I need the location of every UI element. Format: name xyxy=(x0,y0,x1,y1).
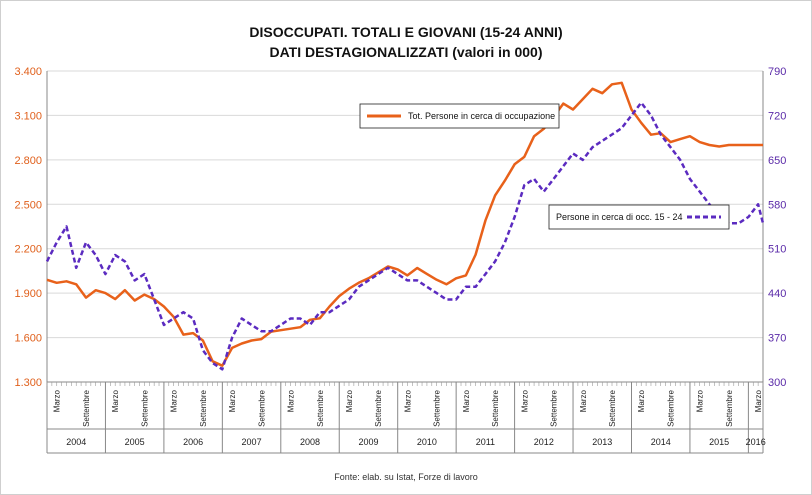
left-tick-label: 1.300 xyxy=(14,377,42,389)
year-label: 2011 xyxy=(476,437,495,447)
month-label: Settembre xyxy=(374,389,383,426)
month-label: Marzo xyxy=(53,389,62,412)
right-tick-label: 790 xyxy=(768,66,786,78)
month-label: Settembre xyxy=(725,389,734,426)
right-tick-label: 440 xyxy=(768,288,786,300)
month-label: Settembre xyxy=(491,389,500,426)
year-label: 2014 xyxy=(651,437,671,447)
left-tick-label: 2.200 xyxy=(14,244,42,256)
left-tick-label: 1.600 xyxy=(14,333,42,345)
year-label: 2012 xyxy=(534,437,554,447)
month-label: Settembre xyxy=(666,389,675,426)
month-label: Marzo xyxy=(170,389,179,412)
right-tick-label: 720 xyxy=(768,110,786,122)
month-label: Marzo xyxy=(403,389,412,412)
left-tick-label: 3.400 xyxy=(14,66,42,78)
month-label: Settembre xyxy=(140,389,149,426)
month-label: Marzo xyxy=(345,389,354,412)
right-tick-label: 580 xyxy=(768,199,786,211)
source-note: Fonte: elab. su Istat, Forze di lavoro xyxy=(334,472,478,482)
month-label: Settembre xyxy=(433,389,442,426)
right-axis-ticks: 300 370 440 510 580 650 720 790 xyxy=(768,66,786,389)
right-tick-label: 370 xyxy=(768,333,786,345)
month-label: Settembre xyxy=(608,389,617,426)
chart-subtitle: DATI DESTAGIONALIZZATI (valori in 000) xyxy=(269,44,542,60)
chart-title: DISOCCUPATI. TOTALI E GIOVANI (15-24 ANN… xyxy=(249,24,562,40)
right-tick-label: 510 xyxy=(768,244,786,256)
x-axis: 2004 2005 2006 2007 2008 2009 2010 2011 2012 2013… xyxy=(46,71,766,454)
month-label: Marzo xyxy=(579,389,588,412)
legend-total: Tot. Persone in cerca di occupazione xyxy=(359,103,560,129)
year-label: 2015 xyxy=(709,437,729,447)
year-label: 2004 xyxy=(66,437,86,447)
month-label: Marzo xyxy=(228,389,237,412)
year-label: 2008 xyxy=(300,437,320,447)
right-tick-label: 300 xyxy=(768,377,786,389)
month-label: Marzo xyxy=(637,389,646,412)
legend-youth-label: Persone in cerca di occ. 15 - 24 xyxy=(556,212,683,222)
month-label: Marzo xyxy=(754,389,763,412)
right-tick-label: 650 xyxy=(768,155,786,167)
left-tick-label: 2.500 xyxy=(14,199,42,211)
month-label: Marzo xyxy=(696,389,705,412)
month-label: Marzo xyxy=(520,389,529,412)
legend-youth: Persone in cerca di occ. 15 - 24 xyxy=(548,204,730,230)
left-tick-label: 1.900 xyxy=(14,288,42,300)
left-tick-label: 3.100 xyxy=(14,110,42,122)
left-axis-ticks: 1.300 1.600 1.900 2.200 2.500 2.800 3.100 3.400 xyxy=(14,66,42,389)
month-label: Marzo xyxy=(287,389,296,412)
gridlines xyxy=(47,70,763,383)
year-label: 2006 xyxy=(183,437,203,447)
left-tick-label: 2.800 xyxy=(14,155,42,167)
year-label: 2013 xyxy=(592,437,612,447)
legend-total-label: Tot. Persone in cerca di occupazione xyxy=(408,111,555,121)
month-label: Settembre xyxy=(550,389,559,426)
month-label: Settembre xyxy=(257,389,266,426)
year-label: 2016 xyxy=(746,437,766,447)
series-lines xyxy=(45,81,765,371)
month-label: Settembre xyxy=(316,389,325,426)
month-label: Settembre xyxy=(199,389,208,426)
month-label: Settembre xyxy=(82,389,91,426)
year-label: 2005 xyxy=(125,437,145,447)
series-total-line xyxy=(46,81,763,367)
year-label: 2010 xyxy=(417,437,437,447)
month-label: Marzo xyxy=(111,389,120,412)
year-label: 2007 xyxy=(242,437,262,447)
series-youth-line xyxy=(45,101,765,371)
year-label: 2009 xyxy=(358,437,378,447)
month-label: Marzo xyxy=(462,389,471,412)
